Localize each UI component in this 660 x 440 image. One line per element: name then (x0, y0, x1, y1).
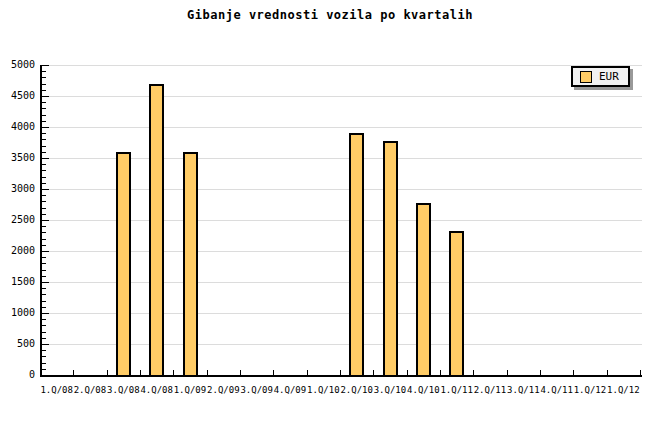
y-axis-minor-tick (42, 195, 46, 196)
y-axis-tick (42, 189, 49, 190)
legend: EUR (571, 66, 630, 87)
y-axis-minor-tick (42, 307, 46, 308)
legend-swatch-icon (580, 71, 592, 83)
y-axis-minor-tick (42, 363, 46, 364)
y-axis-minor-tick (42, 338, 46, 339)
y-axis-label: 5000 (0, 59, 35, 70)
y-axis-minor-tick (42, 115, 46, 116)
x-axis-tick (407, 370, 408, 375)
y-axis-minor-tick (42, 121, 46, 122)
x-axis-tick (173, 370, 174, 375)
y-axis-minor-tick (42, 84, 46, 85)
x-axis-tick (573, 370, 574, 375)
y-axis-minor-tick (42, 177, 46, 178)
gridline (40, 127, 642, 128)
y-axis-label: 2500 (0, 214, 35, 225)
y-axis-tick (42, 127, 49, 128)
gridline (40, 65, 642, 66)
y-axis-minor-tick (42, 183, 46, 184)
x-axis-tick (640, 370, 641, 375)
y-axis-minor-tick (42, 350, 46, 351)
x-axis-tick (207, 370, 208, 375)
bar-3.Q/10 (383, 141, 398, 377)
y-axis-label: 4000 (0, 121, 35, 132)
y-axis-minor-tick (42, 245, 46, 246)
y-axis-minor-tick (42, 139, 46, 140)
y-axis-minor-tick (42, 164, 46, 165)
y-axis-minor-tick (42, 263, 46, 264)
y-axis-minor-tick (42, 146, 46, 147)
x-axis-tick (140, 370, 141, 375)
y-axis-minor-tick (42, 276, 46, 277)
x-axis-tick (507, 370, 508, 375)
bar-4.Q/08 (149, 84, 164, 377)
y-axis-minor-tick (42, 152, 46, 153)
y-axis-tick (42, 96, 49, 97)
y-axis-minor-tick (42, 208, 46, 209)
x-axis-tick (273, 370, 274, 375)
y-axis-minor-tick (42, 270, 46, 271)
y-axis-tick (42, 158, 49, 159)
y-axis-label: 3000 (0, 183, 35, 194)
x-axis-tick (307, 370, 308, 375)
y-axis-minor-tick (42, 133, 46, 134)
y-axis-minor-tick (42, 170, 46, 171)
y-axis-tick (42, 65, 49, 66)
y-axis-minor-tick (42, 288, 46, 289)
y-axis-minor-tick (42, 239, 46, 240)
x-axis-label: 1.Q/12 (604, 385, 643, 395)
x-axis-tick (107, 370, 108, 375)
legend-label: EUR (599, 71, 619, 82)
bar-3.Q/08 (116, 152, 131, 377)
bar-4.Q/10 (416, 203, 431, 377)
x-axis-tick (40, 370, 41, 375)
y-axis-minor-tick (42, 294, 46, 295)
y-axis (40, 65, 42, 377)
y-axis-tick (42, 282, 49, 283)
x-axis-tick (440, 370, 441, 375)
y-axis-minor-tick (42, 214, 46, 215)
y-axis-minor-tick (42, 332, 46, 333)
y-axis-minor-tick (42, 301, 46, 302)
y-axis-tick (42, 344, 49, 345)
x-axis-tick (73, 370, 74, 375)
y-axis-minor-tick (42, 319, 46, 320)
x-axis-tick (373, 370, 374, 375)
y-axis-minor-tick (42, 325, 46, 326)
y-axis-label: 4500 (0, 90, 35, 101)
y-axis-minor-tick (42, 356, 46, 357)
chart-title: Gibanje vrednosti vozila po kvartalih (0, 8, 660, 22)
x-axis-tick (240, 370, 241, 375)
y-axis-minor-tick (42, 108, 46, 109)
bar-2.Q/10 (349, 133, 364, 377)
y-axis-tick (42, 313, 49, 314)
y-axis-label: 1000 (0, 307, 35, 318)
y-axis-minor-tick (42, 226, 46, 227)
y-axis-label: 3500 (0, 152, 35, 163)
x-axis-tick (540, 370, 541, 375)
y-axis-tick (42, 251, 49, 252)
x-axis-tick (340, 370, 341, 375)
y-axis-minor-tick (42, 77, 46, 78)
y-axis-minor-tick (42, 201, 46, 202)
y-axis-minor-tick (42, 90, 46, 91)
bar-1.Q/11 (449, 231, 464, 377)
bar-1.Q/09 (183, 152, 198, 377)
y-axis-label: 500 (0, 338, 35, 349)
chart-canvas: Gibanje vrednosti vozila po kvartalih 0 5… (0, 0, 660, 440)
y-axis-label: 1500 (0, 276, 35, 287)
gridline (40, 96, 642, 97)
y-axis-minor-tick (42, 369, 46, 370)
y-axis-minor-tick (42, 71, 46, 72)
y-axis-minor-tick (42, 257, 46, 258)
y-axis-label: 0 (0, 369, 35, 380)
y-axis-label: 2000 (0, 245, 35, 256)
x-axis-tick (607, 370, 608, 375)
x-axis-tick (473, 370, 474, 375)
y-axis-minor-tick (42, 102, 46, 103)
y-axis-minor-tick (42, 232, 46, 233)
y-axis-tick (42, 220, 49, 221)
